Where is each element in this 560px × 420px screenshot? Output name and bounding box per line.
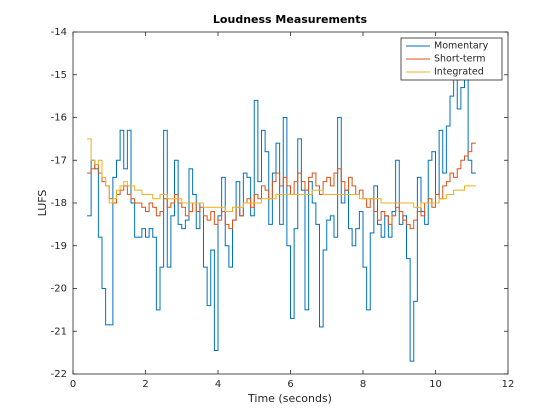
legend: Momentary Short-term Integrated	[400, 37, 503, 81]
y-tick-label: -15	[51, 70, 67, 81]
legend-label: Integrated	[434, 67, 484, 78]
y-axis-label: LUFS	[36, 190, 49, 217]
y-tick-label: -19	[51, 241, 67, 252]
x-tick-label: 8	[360, 379, 366, 390]
y-tick-label: -17	[51, 155, 67, 166]
x-tick-label: 0	[70, 379, 76, 390]
chart-title: Loudness Measurements	[213, 13, 368, 26]
legend-box	[400, 37, 503, 81]
x-tick-label: 4	[215, 379, 221, 390]
plot-layer	[87, 65, 476, 362]
x-tick-label: 10	[429, 379, 442, 390]
x-tick-label: 12	[502, 379, 515, 390]
y-tick-label: -16	[51, 113, 67, 124]
y-tick-label: -14	[51, 27, 67, 38]
y-tick-label: -22	[51, 369, 67, 380]
x-axis-label: Time (seconds)	[247, 392, 332, 405]
x-tick-label: 6	[287, 379, 293, 390]
y-tick-label: -21	[51, 326, 67, 337]
legend-label: Short-term	[434, 54, 486, 65]
y-tick-label: -18	[51, 198, 67, 209]
x-tick-label: 2	[142, 379, 148, 390]
legend-label: Momentary	[434, 41, 489, 52]
y-tick-label: -20	[51, 284, 67, 295]
